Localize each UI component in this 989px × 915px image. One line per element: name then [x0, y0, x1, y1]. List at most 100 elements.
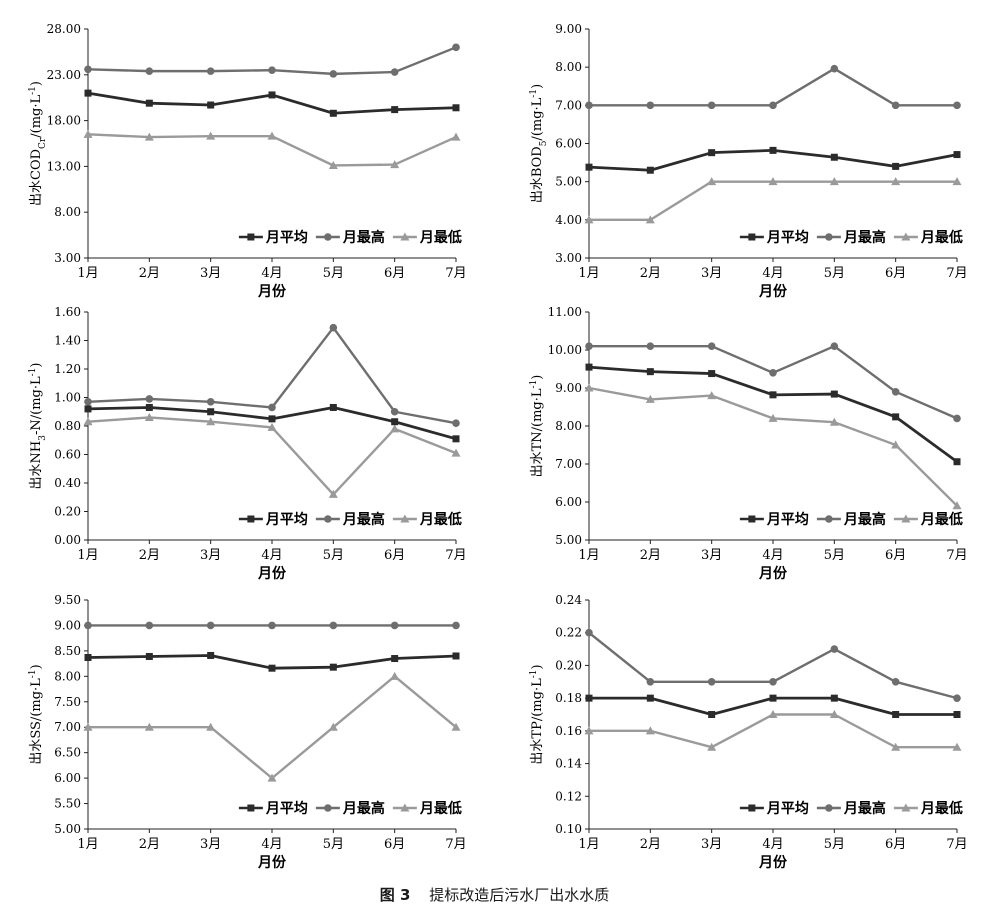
- y-tick-label: 0.16: [555, 724, 582, 738]
- series-square: [84, 651, 460, 672]
- y-tick-label: 0.24: [555, 593, 582, 607]
- x-tick-label: 3月: [701, 837, 722, 852]
- data-point: [707, 677, 716, 686]
- x-tick-label: 7月: [946, 548, 967, 563]
- data-point: [585, 342, 593, 351]
- legend-label: 月最低: [419, 511, 462, 528]
- x-tick-label: 7月: [445, 548, 466, 563]
- x-tick-label: 7月: [445, 266, 466, 281]
- x-axis-title: 月份: [257, 854, 287, 871]
- data-point: [451, 722, 461, 731]
- series-triangle: [83, 129, 461, 169]
- series-circle: [84, 323, 460, 427]
- data-point: [206, 67, 215, 75]
- y-tick-label: 18.00: [47, 114, 81, 128]
- data-point: [769, 369, 777, 377]
- data-point: [645, 394, 655, 403]
- figure-number: 图 3: [379, 886, 411, 904]
- data-point: [452, 652, 460, 660]
- x-tick-label: 7月: [946, 837, 967, 852]
- x-axis-title: 月份: [758, 854, 788, 871]
- series-circle: [585, 342, 961, 423]
- data-point: [84, 621, 92, 630]
- y-tick-label: 0.40: [54, 476, 81, 490]
- data-point: [207, 101, 215, 109]
- data-point: [769, 101, 777, 110]
- data-point: [268, 66, 276, 75]
- series-square: [84, 89, 460, 117]
- x-tick-label: 2月: [640, 837, 661, 852]
- series-line: [589, 67, 957, 107]
- data-point: [329, 621, 338, 630]
- y-tick-label: 5.00: [54, 822, 81, 836]
- series-square: [585, 146, 961, 174]
- x-tick-label: 4月: [261, 548, 282, 563]
- data-point: [645, 726, 655, 735]
- data-point: [646, 677, 655, 686]
- figure-caption: 图 3 提标改造后污水厂出水水质: [0, 884, 989, 905]
- data-point: [84, 654, 92, 662]
- series-line: [588, 631, 958, 700]
- data-point: [830, 390, 838, 398]
- legend-label: 月最低: [920, 229, 963, 246]
- x-tick-label: 4月: [261, 266, 282, 281]
- series-triangle: [584, 177, 962, 224]
- chart-panel-5: 5.00 5.50 6.00 6.50 7.00 7.50 8.00 8.50 9.00 9.50…: [28, 593, 467, 871]
- data-point: [268, 415, 276, 423]
- x-axis-title: 月份: [758, 565, 788, 582]
- y-tick-label: 9.00: [555, 22, 582, 36]
- data-point: [268, 664, 276, 672]
- x-tick-label: 6月: [384, 548, 405, 563]
- legend-label: 月平均: [766, 800, 809, 817]
- data-point: [769, 146, 777, 154]
- legend-label: 月最高: [342, 229, 385, 246]
- data-point: [268, 403, 276, 412]
- x-tick-label: 5月: [323, 266, 344, 281]
- series-circle: [84, 43, 460, 78]
- data-point: [769, 391, 777, 399]
- x-tick-label: 4月: [762, 266, 783, 281]
- data-point: [769, 694, 777, 702]
- data-point: [953, 101, 961, 110]
- data-point: [952, 177, 962, 186]
- legend: 月平均 月最高 月最低: [739, 800, 963, 817]
- data-point: [829, 177, 839, 186]
- x-tick-label: 6月: [384, 837, 405, 852]
- y-tick-label: 8.00: [555, 419, 582, 433]
- series-square: [84, 403, 460, 443]
- x-tick-label: 5月: [323, 548, 344, 563]
- y-tick-label: 11.00: [548, 305, 582, 319]
- data-point: [145, 99, 153, 107]
- x-tick-label: 3月: [701, 548, 722, 563]
- data-point: [768, 177, 778, 186]
- y-axis-title: 出水BOD5/(mg·L-1): [529, 84, 549, 203]
- legend-label: 月平均: [265, 800, 308, 817]
- x-tick-label: 1月: [77, 837, 98, 852]
- y-axis-title: 出水SS/(mg·L-1): [28, 664, 44, 764]
- y-axis-title: 出水NH3-N/(mg·L-1): [28, 363, 48, 490]
- data-point: [329, 70, 338, 78]
- data-point: [768, 710, 778, 718]
- x-tick-label: 2月: [139, 548, 160, 563]
- series-triangle: [83, 412, 461, 498]
- y-tick-label: 8.00: [555, 60, 582, 74]
- legend-marker: [748, 804, 756, 812]
- y-tick-label: 6.50: [54, 746, 81, 760]
- data-point: [268, 621, 276, 630]
- data-point: [892, 711, 900, 718]
- y-tick-label: 6.00: [555, 137, 582, 151]
- y-tick-label: 9.00: [54, 618, 81, 632]
- data-point: [390, 671, 400, 680]
- legend-marker: [247, 233, 255, 241]
- legend-label: 月最高: [342, 511, 385, 528]
- data-point: [391, 655, 399, 663]
- x-tick-label: 1月: [578, 548, 599, 563]
- data-point: [452, 621, 460, 630]
- y-tick-label: 8.00: [54, 205, 81, 219]
- series-circle: [585, 64, 961, 110]
- data-point: [268, 91, 276, 99]
- y-axis-title: 出水TP/(mg·L-1): [529, 664, 545, 764]
- data-point: [952, 742, 962, 751]
- legend-label: 月最高: [843, 229, 886, 246]
- y-axis-title: 出水TN/(mg·L-1): [529, 375, 545, 478]
